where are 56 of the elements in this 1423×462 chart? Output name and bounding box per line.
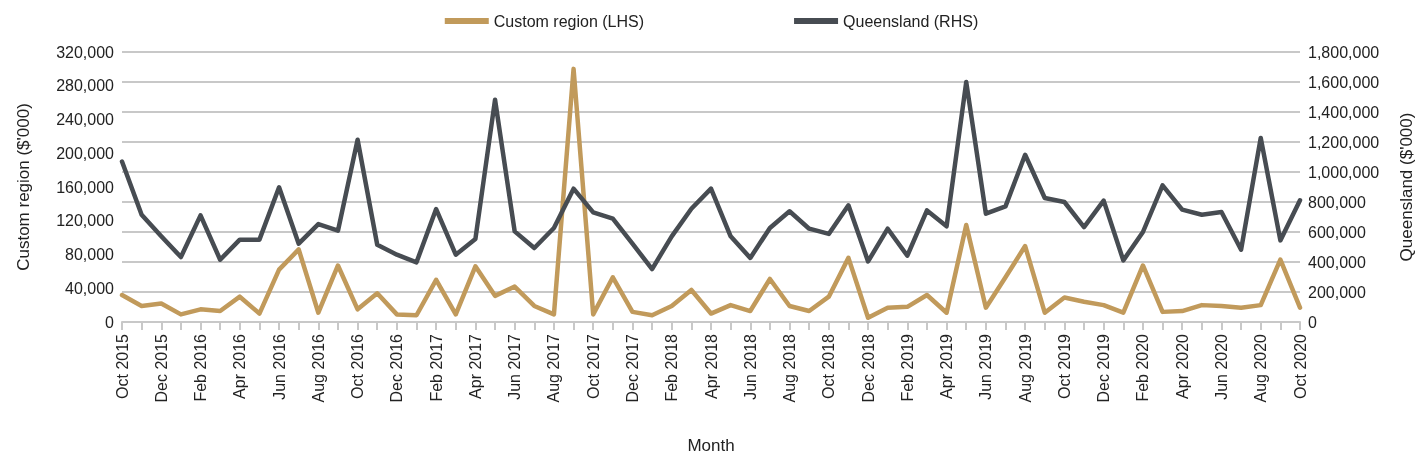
x-tick-label: Feb 2018: [663, 333, 681, 402]
x-tick-label: Oct 2020: [1291, 333, 1309, 399]
x-tick-label: Dec 2015: [152, 333, 170, 403]
x-tick-label: Jun 2020: [1212, 333, 1230, 400]
y2-tick-label: 600,000: [1308, 223, 1366, 241]
x-tick-label: Aug 2018: [781, 333, 799, 403]
y-tick-label: 120,000: [56, 212, 115, 230]
legend-label: Custom region (LHS): [493, 12, 645, 30]
x-tick-label: Aug 2019: [1016, 333, 1034, 403]
x-tick-label: Apr 2016: [231, 333, 249, 399]
y-tick-label: 0: [105, 313, 115, 331]
x-tick-label: Aug 2017: [545, 333, 563, 403]
x-tick-label: Apr 2017: [466, 333, 484, 399]
y-tick-label: 40,000: [65, 279, 115, 297]
y2-tick-label: 800,000: [1308, 193, 1366, 211]
x-tick-label: Jun 2016: [270, 333, 288, 400]
x-tick-label: Feb 2016: [192, 333, 210, 402]
x-tick-label: Apr 2019: [938, 333, 956, 399]
x-tick-label: Oct 2016: [349, 333, 367, 399]
y2-tick-label: 200,000: [1308, 283, 1366, 301]
x-tick-label: Feb 2020: [1134, 333, 1152, 402]
x-tick-label: Dec 2016: [388, 333, 406, 403]
y-tick-label: 200,000: [56, 144, 115, 162]
legend-label: Queensland (RHS): [843, 12, 979, 30]
x-tick-label: Apr 2018: [702, 333, 720, 399]
y2-tick-label: 1,800,000: [1308, 43, 1380, 61]
line-series: [119, 79, 1303, 272]
x-tick-label: Feb 2019: [898, 333, 916, 402]
y-tick-label: 320,000: [56, 43, 115, 61]
x-tick-label: Jun 2018: [741, 333, 759, 400]
y-tick-label: 280,000: [56, 77, 115, 95]
x-tick-label: Oct 2019: [1055, 333, 1073, 399]
x-tick-label: Jun 2019: [977, 333, 995, 400]
x-axis-title: Month: [687, 436, 735, 455]
x-tick-label: Aug 2020: [1252, 333, 1270, 403]
y2-tick-label: 1,000,000: [1308, 163, 1380, 181]
y-axis-title: Custom region ($'000): [14, 103, 33, 271]
y2-tick-label: 400,000: [1308, 253, 1366, 271]
x-tick-label: Dec 2018: [859, 333, 877, 403]
x-tick-label: Feb 2017: [427, 333, 445, 402]
y2-tick-label: 1,600,000: [1308, 73, 1380, 91]
x-tick-label: Aug 2016: [309, 333, 327, 403]
y-tick-label: 240,000: [56, 111, 115, 128]
x-tick-label: Jun 2017: [506, 333, 524, 400]
y-tick-label: 80,000: [65, 246, 115, 263]
y2-tick-label: 1,400,000: [1308, 103, 1380, 121]
y2-tick-label: 1,200,000: [1308, 133, 1380, 151]
y2-axis-title: Queensland ($'000): [1397, 112, 1416, 262]
x-tick-label: Oct 2018: [820, 333, 838, 399]
x-tick-label: Oct 2017: [584, 333, 602, 399]
x-tick-label: Apr 2020: [1173, 333, 1191, 399]
y-tick-label: 160,000: [56, 178, 115, 196]
x-tick-label: Dec 2017: [623, 333, 641, 403]
x-tick-label: Oct 2015: [113, 333, 131, 399]
y2-tick-label: 0: [1308, 313, 1317, 331]
x-tick-label: Dec 2019: [1095, 333, 1113, 403]
